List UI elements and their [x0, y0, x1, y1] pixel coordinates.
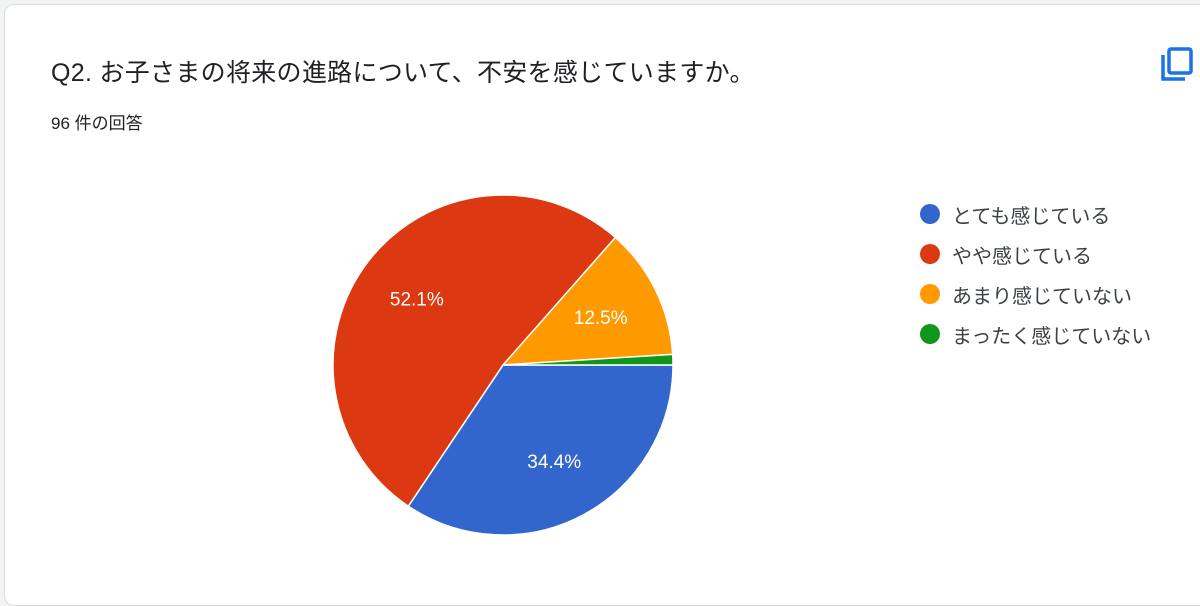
legend-item[interactable]: まったく感じていない [920, 314, 1151, 354]
legend-label: あまり感じていない [952, 285, 1132, 308]
response-count: 96 件の回答 [51, 114, 143, 133]
copy-icon[interactable] [1157, 45, 1197, 85]
legend-swatch [920, 204, 940, 224]
question-title: Q2. お子さまの将来の進路について、不安を感じていますか。 [51, 59, 755, 87]
legend-item[interactable]: とても感じている [920, 194, 1151, 234]
legend-label: とても感じている [952, 205, 1111, 228]
pie-slice-1[interactable] [332, 194, 617, 508]
slice-label: 34.4% [527, 452, 581, 473]
slice-label: 12.5% [574, 308, 628, 329]
legend-swatch [920, 244, 940, 264]
legend-item[interactable]: やや感じている [920, 234, 1151, 274]
pie-slice-0[interactable] [407, 364, 674, 536]
pie-slice-3[interactable] [502, 353, 674, 366]
legend-swatch [920, 324, 940, 344]
legend-label: まったく感じていない [952, 325, 1152, 348]
pie-chart: 34.4% 52.1% 12.5% [332, 194, 674, 536]
legend-item[interactable]: あまり感じていない [920, 274, 1151, 314]
legend-swatch [920, 284, 940, 304]
pie-slice-2[interactable] [501, 236, 674, 366]
legend: とても感じている やや感じているあまり感じていない まったく感じていない [920, 194, 1151, 354]
slice-label: 52.1% [390, 290, 444, 311]
legend-label: やや感じている [952, 245, 1092, 268]
